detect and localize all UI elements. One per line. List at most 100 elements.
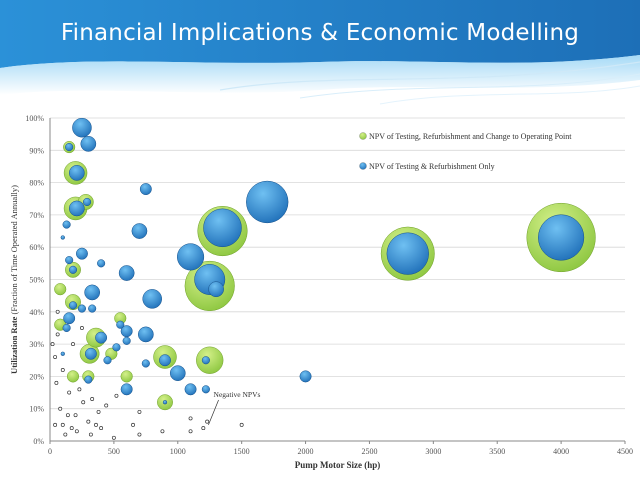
data-point-small — [239, 422, 244, 427]
y-tick-label: 70% — [29, 211, 44, 220]
bubble-blue — [201, 356, 210, 365]
y-tick-label: 20% — [29, 372, 44, 381]
annotation-label: Negative NPVs — [214, 390, 261, 399]
data-point-small — [65, 413, 70, 418]
x-tick-label: 3500 — [489, 447, 505, 456]
data-point-small — [74, 429, 79, 434]
bubble-green — [120, 370, 133, 383]
bubble-blue — [203, 208, 242, 248]
data-point-small — [114, 393, 119, 398]
bubble-blue — [62, 220, 71, 229]
bubble-blue — [112, 343, 121, 352]
data-point-small — [73, 413, 78, 418]
data-point-small — [88, 432, 93, 437]
bubble-blue — [60, 351, 65, 356]
y-tick-label: 100% — [25, 114, 44, 123]
x-tick-label: 500 — [108, 447, 120, 456]
bubble-blue — [246, 180, 289, 224]
data-point-small — [60, 367, 65, 372]
y-tick-label: 50% — [29, 276, 44, 285]
data-point-small — [96, 409, 101, 414]
data-point-small — [131, 422, 136, 427]
y-tick-label: 90% — [29, 146, 44, 155]
data-point-small — [188, 429, 193, 434]
data-point-small — [63, 432, 68, 437]
legend-marker — [359, 132, 367, 140]
data-point-small — [94, 422, 98, 427]
x-axis-title: Pump Motor Size (hp) — [295, 460, 381, 470]
data-point-small — [53, 422, 58, 427]
legend-label: NPV of Testing & Refurbishment Only — [369, 162, 495, 171]
data-point-small — [54, 380, 59, 385]
bubble-blue — [83, 197, 92, 207]
bubble-blue — [538, 214, 585, 261]
bubble-blue — [68, 200, 85, 217]
data-point-small — [99, 426, 104, 431]
bubble-blue — [120, 383, 133, 396]
bubble-blue — [169, 365, 186, 382]
bubble-blue — [118, 265, 135, 281]
bubble-blue — [80, 135, 97, 152]
data-point-small — [50, 342, 55, 347]
y-axis-title: Utilization Rate (Fraction of Time Opera… — [9, 185, 19, 374]
bubble-blue — [60, 235, 65, 240]
data-point-small — [77, 387, 82, 392]
bubble-blue — [95, 331, 108, 344]
y-tick-label: 40% — [29, 308, 44, 317]
data-point-small — [160, 429, 165, 434]
data-point-small — [137, 432, 142, 437]
bubble-blue — [141, 359, 150, 368]
bubble-blue — [97, 259, 106, 268]
bubble-blue — [65, 143, 74, 152]
bubble-blue — [65, 256, 74, 265]
bubble-blue — [139, 183, 152, 196]
bubble-blue — [386, 232, 429, 275]
bubble-blue — [103, 356, 112, 365]
x-tick-label: 4500 — [617, 447, 633, 456]
data-point-small — [58, 406, 63, 411]
x-tick-label: 4000 — [553, 447, 569, 456]
bubble-blue — [68, 265, 78, 274]
x-tick-label: 1000 — [170, 447, 186, 456]
data-point-small — [67, 390, 72, 395]
bubble-blue — [131, 223, 148, 239]
bubble-blue — [62, 323, 71, 332]
bubble-blue — [63, 312, 76, 325]
data-point-small — [81, 400, 86, 405]
x-tick-label: 1500 — [234, 447, 250, 456]
bubble-chart: 0% 10% 20% 30% 40% 50% 60% 70% 80% 90% 100% 0 500 100… — [9, 114, 633, 470]
y-tick-label: 10% — [29, 405, 44, 414]
slide-title: Financial Implications & Economic Modell… — [60, 20, 580, 46]
y-tick-label: 0% — [33, 437, 44, 446]
data-point-small — [104, 403, 109, 408]
data-point-small — [86, 419, 91, 424]
y-tick-label: 60% — [29, 243, 44, 252]
y-tick-label: 30% — [29, 340, 44, 349]
x-tick-label: 2500 — [361, 447, 377, 456]
bubble-blue — [137, 326, 154, 343]
bubble-blue — [116, 320, 125, 329]
bubble-blue — [68, 301, 78, 310]
bubble-blue — [299, 370, 312, 383]
data-point-small — [137, 409, 142, 414]
title-banner — [0, 0, 640, 110]
data-point-small — [71, 342, 75, 347]
data-point-small — [79, 325, 84, 330]
bubble-blue — [84, 284, 101, 301]
data-point-small — [60, 422, 65, 427]
data-point-small — [188, 416, 193, 421]
data-point-small — [53, 355, 58, 359]
annotation-arrow — [208, 399, 219, 425]
data-point-small — [201, 426, 206, 431]
bubble-blue — [201, 385, 210, 394]
bubble-blue — [162, 400, 168, 405]
data-point-small — [69, 426, 74, 431]
bubble-blue — [68, 165, 85, 181]
data-point-small — [90, 397, 95, 401]
legend-marker — [359, 162, 367, 170]
data-point-small — [111, 435, 116, 440]
data-point-small — [55, 309, 60, 314]
bubble-blue — [142, 289, 162, 309]
bubble-blue — [159, 354, 171, 367]
bubble-blue — [84, 347, 97, 360]
